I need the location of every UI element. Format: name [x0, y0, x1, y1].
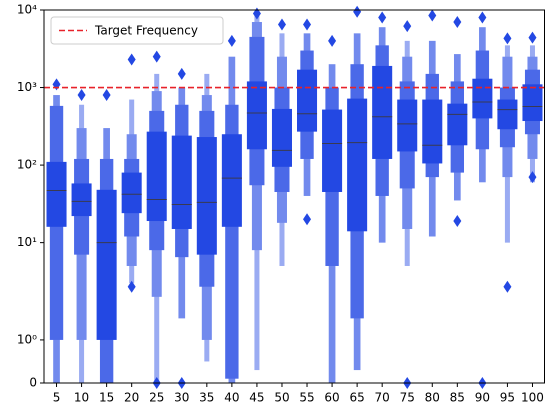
x-tick-label: 60 [324, 391, 339, 405]
box-level [422, 99, 443, 164]
outlier [177, 67, 186, 80]
legend-box [50, 16, 224, 45]
outlier [127, 53, 136, 66]
box-level [271, 108, 292, 167]
outlier [503, 32, 512, 45]
box-level [146, 131, 167, 222]
x-tick-label: 10 [74, 391, 89, 405]
box-level [522, 84, 543, 122]
x-tick-label: 70 [375, 391, 390, 405]
y-tick-label: 10⁴ [17, 3, 37, 17]
legend-label: Target Frequency [94, 24, 198, 38]
box-level [497, 99, 518, 130]
outlier [378, 11, 387, 24]
x-tick-label: 85 [450, 391, 465, 405]
box-level [221, 134, 242, 227]
x-tick-label: 20 [124, 391, 139, 405]
plot-frame [43, 9, 545, 384]
x-tick-label: 55 [299, 391, 314, 405]
outlier [303, 18, 312, 31]
outlier [127, 280, 136, 293]
y-tick-label: 10³ [17, 80, 37, 94]
outlier [353, 5, 362, 18]
x-tick-label: 75 [400, 391, 415, 405]
x-tick-label: 35 [199, 391, 214, 405]
x-tick-label: 5 [53, 391, 61, 405]
outlier [328, 34, 337, 47]
outlier [152, 50, 161, 63]
box-level [46, 161, 67, 227]
outlier [277, 18, 286, 31]
box-level [372, 65, 393, 159]
outlier [478, 11, 487, 24]
outlier [77, 89, 86, 102]
box-level [96, 189, 117, 340]
box-level [297, 69, 318, 132]
y-tick-label: 10² [17, 158, 37, 172]
box-level [322, 109, 343, 192]
outlier [303, 213, 312, 226]
y-tick-label: 10⁰ [17, 332, 37, 346]
box-level [246, 81, 267, 150]
box-level [347, 98, 368, 232]
outlier [453, 215, 462, 228]
outlier [403, 20, 412, 33]
box-level [71, 183, 92, 217]
box-level [196, 137, 217, 255]
y-tick-label: 10¹ [17, 235, 37, 249]
x-tick-label: 25 [149, 391, 164, 405]
box-level [472, 78, 493, 119]
x-tick-label: 90 [475, 391, 490, 405]
outlier [102, 89, 111, 102]
x-tick-label: 80 [425, 391, 440, 405]
outlier [528, 31, 537, 44]
outlier [227, 34, 236, 47]
x-tick-label: 65 [349, 391, 364, 405]
outlier [52, 78, 61, 91]
outlier [453, 16, 462, 29]
outlier [252, 7, 261, 20]
x-tick-label: 50 [274, 391, 289, 405]
x-tick-label: 100 [521, 391, 544, 405]
outlier [528, 171, 537, 184]
box-level [447, 103, 468, 146]
x-tick-label: 30 [174, 391, 189, 405]
box-level [397, 99, 418, 152]
x-tick-label: 40 [224, 391, 239, 405]
outlier [428, 9, 437, 22]
box-level [121, 172, 142, 214]
x-tick-label: 95 [500, 391, 515, 405]
x-tick-label: 15 [99, 391, 114, 405]
box-level [171, 135, 192, 229]
x-tick-label: 45 [249, 391, 264, 405]
y-tick-label: 0 [29, 376, 37, 390]
outlier [503, 280, 512, 293]
